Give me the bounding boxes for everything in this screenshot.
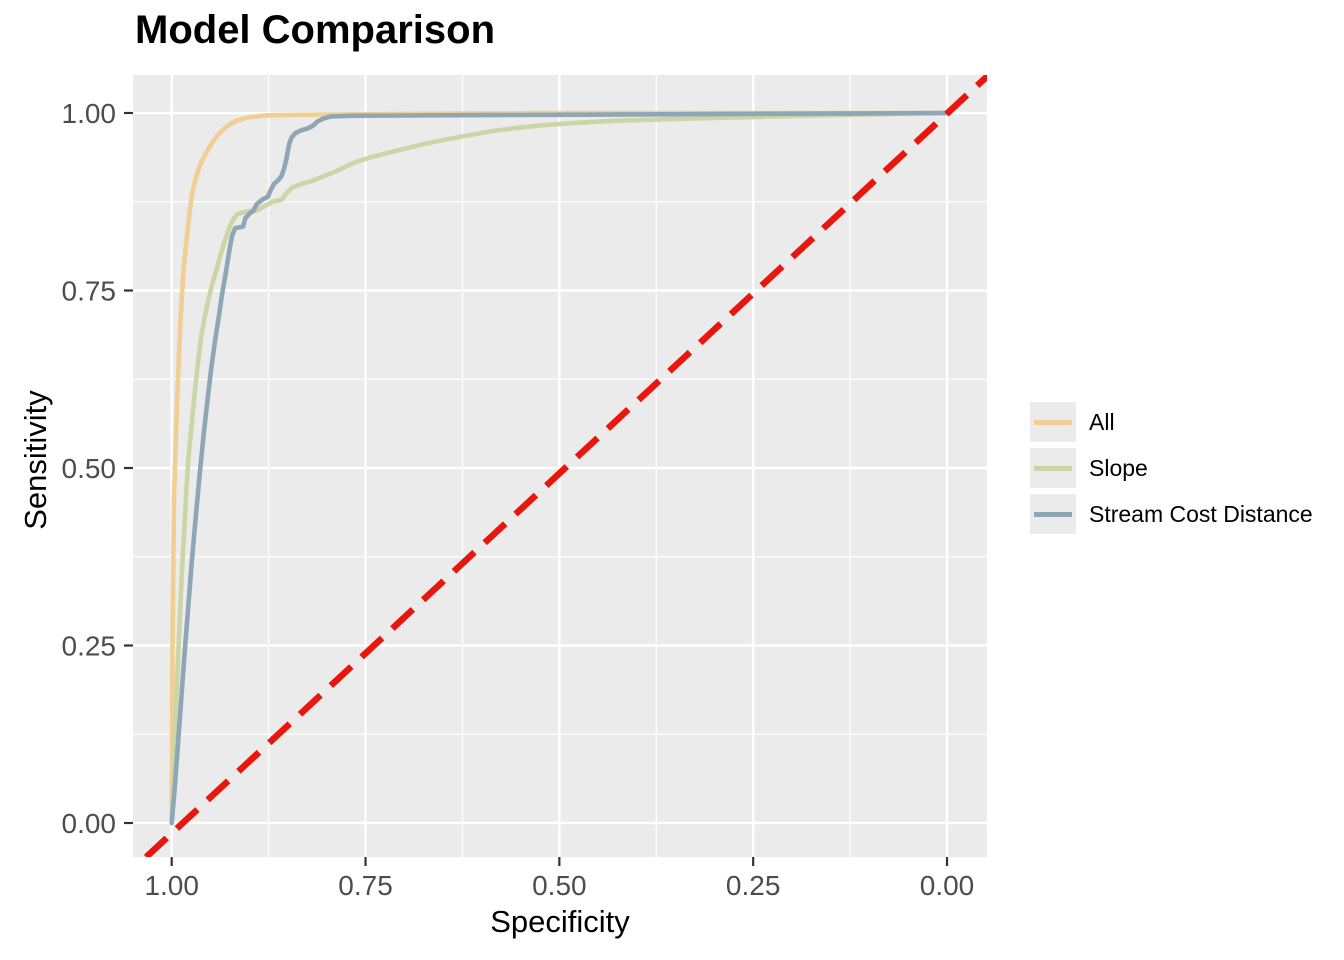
legend-key-stream-cost-distance [1030, 494, 1076, 534]
legend-item-all: All [1030, 402, 1313, 442]
x-tick-label: 1.00 [144, 870, 199, 901]
legend-key-slope [1030, 448, 1076, 488]
y-tick-label: 0.75 [62, 276, 117, 307]
legend-key-line-icon [1034, 511, 1072, 517]
x-tick-label: 0.75 [338, 870, 393, 901]
legend-item-stream-cost-distance: Stream Cost Distance [1030, 494, 1313, 534]
curves-group [143, 75, 987, 857]
roc-curve-slope [169, 110, 950, 826]
legend-label-all: All [1089, 408, 1115, 435]
reference-diagonal-line [143, 75, 987, 857]
legend-key-line-icon [1034, 465, 1072, 471]
legend-item-slope: Slope [1030, 448, 1313, 488]
legend-key-line-icon [1034, 419, 1072, 425]
legend-key-all [1030, 402, 1076, 442]
x-tick-label: 0.00 [920, 870, 975, 901]
roc-curve-stream-cost-distance [169, 110, 950, 826]
y-tick-label: 0.25 [62, 631, 117, 662]
chart-title: Model Comparison [135, 8, 496, 52]
y-tick-label: 1.00 [62, 98, 117, 129]
legend-label-slope: Slope [1089, 454, 1148, 481]
y-axis-title: Sensitivity [18, 390, 53, 530]
x-axis-title: Specificity [490, 904, 630, 939]
x-tick-label: 0.50 [532, 870, 587, 901]
x-tick-label: 0.25 [726, 870, 781, 901]
y-tick-label: 0.00 [62, 808, 117, 839]
legend-label-stream-cost-distance: Stream Cost Distance [1089, 500, 1313, 527]
legend: All Slope Stream Cost Distance [1030, 402, 1313, 534]
y-tick-label: 0.50 [62, 453, 117, 484]
